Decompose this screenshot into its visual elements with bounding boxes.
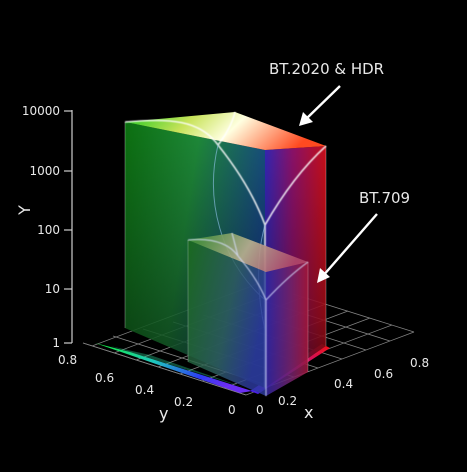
- bt2020-hdr-annotation: BT.2020 & HDR: [269, 60, 384, 78]
- vertical-axis-label: Y: [15, 205, 34, 216]
- vertical-axis: [64, 110, 73, 344]
- left-floor-axis-label: y: [159, 404, 168, 423]
- left-floor-tick-0.8: 0.8: [58, 353, 77, 367]
- right-floor-tick-0: 0: [256, 403, 264, 417]
- left-floor-tick-0.2: 0.2: [174, 395, 193, 409]
- left-floor-tick-0.4: 0.4: [135, 383, 154, 397]
- right-floor-axis-ticks: 0 0.2 0.4 0.6 0.8: [256, 356, 429, 417]
- y-tick-10000: 10000: [22, 104, 60, 118]
- left-floor-axis-ticks: 0.8 0.6 0.4 0.2 0: [58, 353, 236, 417]
- right-floor-tick-0.8: 0.8: [410, 356, 429, 370]
- bt709-arrow-icon: [317, 213, 378, 283]
- left-floor-tick-0: 0: [228, 403, 236, 417]
- y-tick-10: 10: [45, 282, 60, 296]
- y-tick-1: 1: [52, 336, 60, 350]
- bt709-left-face: [188, 240, 266, 396]
- bt709-right-face: [266, 262, 308, 396]
- bt709-annotation: BT.709: [359, 189, 410, 207]
- y-tick-1000: 1000: [29, 164, 60, 178]
- right-floor-axis-label: x: [304, 403, 313, 422]
- right-floor-tick-0.6: 0.6: [374, 367, 393, 381]
- bt709-volume: [187, 232, 309, 396]
- right-floor-tick-0.2: 0.2: [278, 394, 297, 408]
- y-tick-100: 100: [37, 223, 60, 237]
- left-floor-tick-0.6: 0.6: [95, 371, 114, 385]
- vertical-axis-tick-labels: 10000 1000 100 10 1: [22, 104, 60, 350]
- bt2020-arrow-icon: [299, 85, 341, 126]
- right-floor-tick-0.4: 0.4: [334, 377, 353, 391]
